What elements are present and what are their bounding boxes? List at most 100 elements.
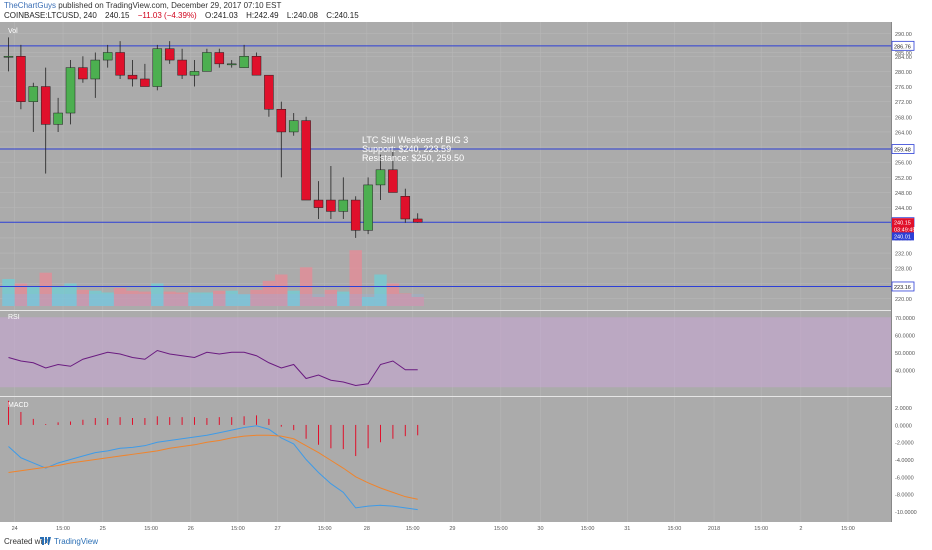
volume-bar [113,288,127,306]
candle-up [288,120,299,133]
symbol-label: COINBASE:LTCUSD, 240 [4,11,97,20]
volume-bar [14,283,28,306]
candle-down [313,199,324,208]
volume-bar [64,283,77,306]
symbol-info: COINBASE:LTCUSD, 240 240.15 −11.03 (−4.3… [4,11,365,20]
candle-down [388,169,398,193]
price-tick-label: 264.00 [895,130,912,136]
time-tick-label: 24 [12,526,18,532]
price-tag-label: 240.01 [894,235,911,241]
price-tag [892,232,914,241]
annotation-support: Support: $240, 223.59 [362,144,451,154]
time-tick-label: 15:00 [56,526,70,532]
rsi-tick-label: 50.0000 [895,351,915,357]
candle-up [375,169,386,186]
price-tick-label: 252.00 [895,176,912,182]
candle-down [400,196,411,220]
ohlc-high: H:242.49 [246,11,279,20]
author-link[interactable]: TheChartGuys [4,1,57,10]
volume-ma-band [2,294,424,306]
chart-annotation[interactable]: LTC Still Weakest of BIG 3 Support: $240… [362,135,468,163]
time-tick-label: 26 [188,526,194,532]
candles [3,37,423,238]
volume-bar [337,291,350,306]
level-tag-label: 286.76 [894,44,911,50]
signal-line [8,434,418,500]
candle-down [412,218,423,223]
level-tag-label: 259.48 [894,148,911,154]
ohlc-close: C:240.15 [326,11,359,20]
volume-bar [213,290,226,306]
candle-down [78,67,88,80]
candle-down [214,52,225,65]
candle-down [301,120,311,201]
volume-bar [349,250,362,306]
volume-bar [386,283,400,306]
candle-down [350,199,361,231]
candle-up [90,59,101,80]
price-tick-label: 248.00 [895,191,912,197]
price-tick-label: 276.00 [895,85,912,91]
tradingview-brand[interactable]: TradingView [54,537,99,546]
volume-bar [138,291,152,306]
price-tick-label: 232.00 [895,252,912,258]
candle-up [28,86,39,102]
plot-background [0,22,891,522]
time-tick-label: 15:00 [667,526,681,532]
candle-down [40,86,51,125]
price-tick-label: 284.00 [895,55,912,61]
volume-bar [101,292,114,306]
volume-bar [39,272,52,306]
macd-tick-label: 2.0000 [895,406,912,412]
candle-up [53,112,63,125]
price-tag-label: 03:49:45 [894,227,915,233]
price-tag-label: 240.15 [894,220,911,226]
last-price: 240.15 [105,11,130,20]
price-tick-label: 272.00 [895,100,912,106]
time-tick-label: 2018 [708,526,720,532]
annotation-title: LTC Still Weakest of BIG 3 [362,135,468,145]
price-tag [892,218,914,227]
time-tick-label: 15:00 [841,526,855,532]
price-axis-background [891,22,932,533]
price-tick-label: 244.00 [895,206,912,212]
volume-bar [237,294,251,306]
candle-up [226,63,237,66]
candle-down [251,56,262,76]
publish-info: TheChartGuys published on TradingView.co… [4,1,281,10]
level-tag-label: 223.16 [894,285,911,291]
candle-down [16,56,26,102]
rsi-tick-label: 40.0000 [895,368,915,374]
rsi-tick-label: 70.0000 [895,316,915,322]
volume-bar [200,292,214,306]
volume-bar [225,290,238,306]
ohlc-open: O:241.03 [204,11,238,20]
time-tick-label: 31 [624,526,630,532]
ltcusd-chart[interactable]: 70.0000 60.0000 50.0000 40.0000 2.0000 0.000… [0,22,932,533]
volume-bar [374,274,387,306]
candle-down [140,78,150,87]
level-lines [0,45,891,287]
volume-bar [411,297,424,306]
volume-bar [275,274,288,306]
price-change: −11.03 (−4.39%) [137,11,197,20]
footer: Created with TradingView [0,533,932,550]
volume-bars [2,250,424,306]
candle-down [326,199,336,212]
volume-bar [324,289,338,306]
macd-tick-label: -2.0000 [895,441,914,447]
candle-down [164,48,175,61]
volume-bar [361,297,375,306]
candle-up [239,56,249,68]
time-axis: 24 15:00 25 15:00 26 15:00 27 15:00 28 15:00 29 15:… [0,522,891,533]
volume-bar [250,289,263,306]
candle-up [363,184,373,231]
tradingview-logo-icon [40,537,51,545]
volume-bar [126,290,139,306]
volume-bar [89,290,102,306]
volume-bar [399,293,412,306]
level-tag [891,40,915,51]
grid [0,22,891,522]
annotation-resistance: Resistance: $250, 259.50 [362,153,464,163]
macd-tick-label: -8.0000 [895,493,914,499]
